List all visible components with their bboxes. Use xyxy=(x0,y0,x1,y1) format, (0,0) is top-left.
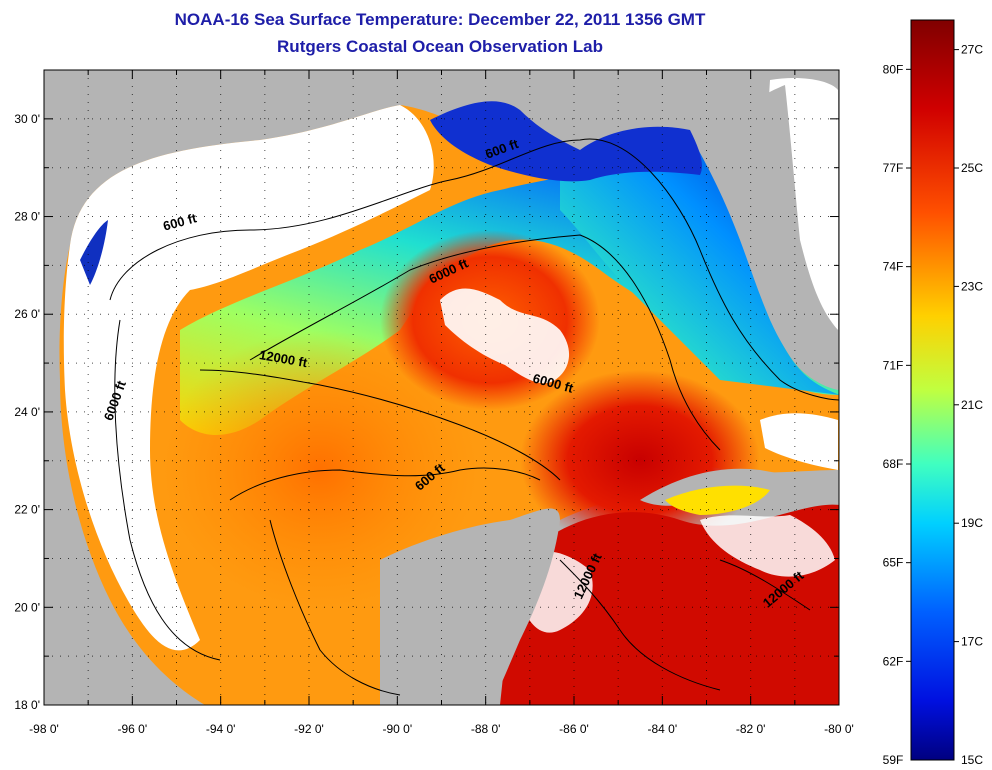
fahrenheit-label: 65F xyxy=(883,556,904,570)
fahrenheit-label: 74F xyxy=(883,260,904,274)
contour-shelf-yucatan xyxy=(269,519,401,696)
map-title: NOAA-16 Sea Surface Temperature: Decembe… xyxy=(174,10,706,29)
celsius-label: 17C xyxy=(961,635,983,649)
lat-tick-label: 24 0' xyxy=(14,405,40,419)
lat-tick-label: 28 0' xyxy=(14,210,40,224)
lat-tick-label: 20 0' xyxy=(14,600,40,614)
colorbar-labels: 80F 77F 74F 71F 68F 65F 62F 59F 27C 25C 23C 21C 19C 1… xyxy=(883,43,984,767)
contour-600ft-yucatan xyxy=(229,467,541,501)
lon-tick-label: -88 0' xyxy=(471,722,501,736)
lon-tick-label: -96 0' xyxy=(118,722,148,736)
warm-core xyxy=(160,330,480,610)
celsius-label: 23C xyxy=(961,279,983,293)
contour-12000ft xyxy=(199,369,561,481)
yucatan-land xyxy=(380,508,560,705)
cuba-coast-yellow xyxy=(665,485,770,515)
axis-labels: -98 0' -96 0' -94 0' -92 0' -90 0' -88 0' -86 … xyxy=(14,112,853,736)
celsius-label: 15C xyxy=(961,753,983,767)
cloud-cover-east xyxy=(760,413,838,470)
lon-tick-label: -90 0' xyxy=(383,722,413,736)
lat-tick-label: 26 0' xyxy=(14,307,40,321)
cloud-cover-center xyxy=(440,288,570,384)
florida-land xyxy=(690,85,838,390)
lon-tick-label: -92 0' xyxy=(294,722,324,736)
lon-tick-label: -84 0' xyxy=(648,722,678,736)
lon-tick-label: -98 0' xyxy=(29,722,59,736)
contour-600ft-north xyxy=(109,138,839,401)
cloud-cover-cuba xyxy=(700,515,835,577)
fahrenheit-label: 71F xyxy=(883,358,904,372)
celsius-label: 19C xyxy=(961,516,983,530)
florida-shelf-water xyxy=(560,131,839,395)
fahrenheit-label: 62F xyxy=(883,654,904,668)
lon-tick-label: -86 0' xyxy=(559,722,589,736)
lon-tick-label: -82 0' xyxy=(736,722,766,736)
fahrenheit-label: 80F xyxy=(883,62,904,76)
contour-12000ft-carib xyxy=(559,559,721,691)
fahrenheit-label: 68F xyxy=(883,457,904,471)
celsius-label: 27C xyxy=(961,43,983,57)
colorbar-scale xyxy=(910,19,955,761)
celsius-label: 25C xyxy=(961,161,983,175)
lat-tick-label: 18 0' xyxy=(14,698,40,712)
lat-tick-label: 30 0' xyxy=(14,112,40,126)
coastal-cold-water xyxy=(430,101,702,182)
fahrenheit-label: 59F xyxy=(883,753,904,767)
axis-ticks xyxy=(43,69,840,706)
lon-tick-label: -94 0' xyxy=(206,722,236,736)
texas-coast-blue xyxy=(80,220,108,285)
lon-tick-label: -80 0' xyxy=(824,722,854,736)
fahrenheit-label: 77F xyxy=(883,161,904,175)
lat-tick-label: 22 0' xyxy=(14,503,40,517)
contour-12000ft-east xyxy=(719,559,811,611)
contour-6000ft-west xyxy=(114,319,221,661)
cloud-cover-west xyxy=(63,105,434,651)
celsius-label: 21C xyxy=(961,398,983,412)
map-subtitle: Rutgers Coastal Ocean Observation Lab xyxy=(277,37,603,56)
